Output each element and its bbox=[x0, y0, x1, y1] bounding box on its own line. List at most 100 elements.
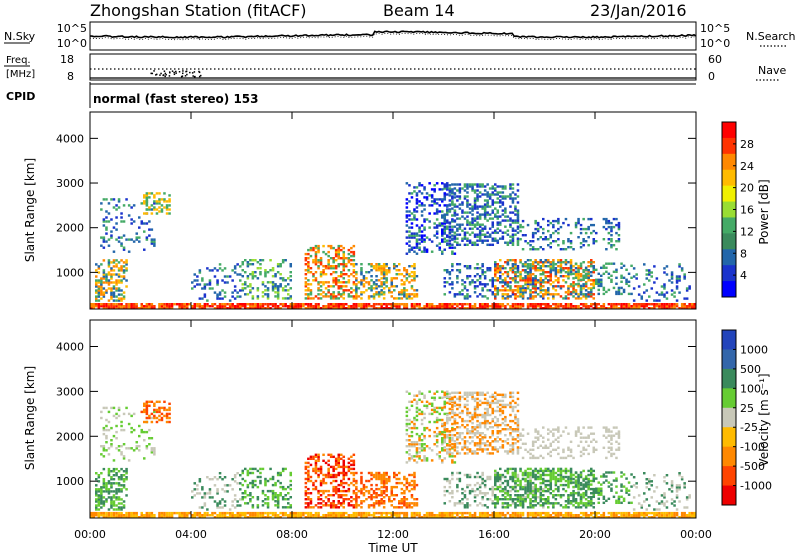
heatmap-cell bbox=[605, 307, 608, 310]
heatmap-cell bbox=[226, 275, 229, 278]
heatmap-cell bbox=[340, 281, 343, 284]
heatmap-cell bbox=[375, 516, 378, 519]
heatmap-cell bbox=[281, 289, 285, 292]
heatmap-cell bbox=[557, 269, 560, 272]
heatmap-cell bbox=[448, 283, 452, 286]
heatmap-cell bbox=[473, 275, 477, 278]
heatmap-cell bbox=[125, 269, 128, 272]
heatmap-cell bbox=[499, 305, 502, 308]
heatmap-cell bbox=[451, 250, 454, 253]
heatmap-cell bbox=[567, 223, 570, 227]
heatmap-cell bbox=[605, 262, 608, 265]
heatmap-cell bbox=[430, 250, 434, 253]
heatmap-cell bbox=[337, 453, 341, 457]
heatmap-cell bbox=[314, 259, 318, 262]
heatmap-cell bbox=[405, 445, 409, 448]
heatmap-cell bbox=[415, 504, 419, 507]
heatmap-cell bbox=[264, 477, 267, 481]
heatmap-cell bbox=[367, 506, 371, 509]
heatmap-cell bbox=[95, 275, 98, 278]
heatmap-cell bbox=[97, 287, 101, 290]
heatmap-cell bbox=[441, 200, 444, 203]
colorbar-swatch bbox=[722, 153, 736, 171]
nave-label: Nave bbox=[758, 64, 786, 77]
heatmap-cell bbox=[494, 187, 497, 190]
heatmap-cell bbox=[592, 266, 596, 270]
heatmap-cell bbox=[334, 461, 338, 465]
heatmap-cell bbox=[168, 406, 171, 410]
heatmap-cell bbox=[516, 215, 520, 218]
heatmap-cell bbox=[572, 295, 575, 298]
heatmap-cell bbox=[610, 227, 613, 231]
heatmap-cell bbox=[506, 219, 510, 222]
heatmap-cell bbox=[370, 279, 373, 282]
heatmap-cell bbox=[115, 498, 118, 501]
heatmap-cell bbox=[317, 287, 320, 290]
heatmap-cell bbox=[542, 293, 545, 296]
heatmap-cell bbox=[511, 237, 515, 240]
heatmap-cell bbox=[319, 297, 323, 300]
heatmap-cell bbox=[294, 511, 298, 515]
heatmap-cell bbox=[276, 502, 280, 505]
heatmap-cell bbox=[521, 279, 525, 282]
heatmap-cell bbox=[395, 514, 399, 517]
heatmap-cell bbox=[211, 305, 214, 308]
freq-point bbox=[171, 70, 174, 72]
heatmap-cell bbox=[95, 492, 98, 495]
heatmap-cell bbox=[314, 455, 318, 459]
heatmap-cell bbox=[610, 238, 613, 241]
heatmap-cell bbox=[254, 467, 257, 471]
heatmap-cell bbox=[584, 266, 588, 270]
heatmap-cell bbox=[120, 484, 123, 487]
heatmap-cell bbox=[100, 293, 103, 296]
heatmap-cell bbox=[249, 494, 252, 497]
heatmap-cell bbox=[127, 516, 131, 519]
heatmap-cell bbox=[425, 426, 429, 430]
heatmap-cell bbox=[483, 516, 487, 519]
heatmap-cell bbox=[261, 305, 265, 308]
heatmap-cell bbox=[403, 500, 406, 503]
heatmap-cell bbox=[350, 307, 353, 310]
heatmap-cell bbox=[309, 307, 313, 310]
heatmap-cell bbox=[413, 303, 416, 306]
heatmap-cell bbox=[115, 516, 118, 519]
heatmap-cell bbox=[375, 267, 378, 270]
heatmap-cell bbox=[357, 305, 361, 308]
heatmap-cell bbox=[122, 234, 126, 237]
heatmap-cell bbox=[382, 489, 386, 493]
freq-point bbox=[151, 72, 154, 75]
heatmap-cell bbox=[385, 485, 388, 489]
heatmap-cell bbox=[203, 303, 207, 306]
heatmap-cell bbox=[153, 416, 156, 420]
heatmap-cell bbox=[471, 279, 474, 282]
heatmap-cell bbox=[115, 299, 118, 302]
heatmap-cell bbox=[218, 502, 222, 505]
heatmap-cell bbox=[158, 198, 161, 201]
heatmap-cell bbox=[360, 267, 363, 270]
heatmap-cell bbox=[511, 191, 515, 194]
freq-point bbox=[198, 71, 201, 74]
heatmap-cell bbox=[448, 228, 452, 231]
heatmap-cell bbox=[90, 511, 93, 515]
heatmap-cell bbox=[496, 279, 500, 282]
heatmap-cell bbox=[388, 479, 391, 483]
heatmap-cell bbox=[625, 280, 628, 284]
heatmap-cell bbox=[529, 267, 532, 270]
heatmap-cell bbox=[574, 307, 578, 310]
heatmap-cell bbox=[165, 303, 169, 306]
heatmap-cell bbox=[552, 231, 555, 235]
heatmap-cell bbox=[132, 449, 136, 452]
heatmap-cell bbox=[441, 511, 444, 515]
heatmap-cell bbox=[102, 269, 106, 272]
heatmap-cell bbox=[494, 263, 497, 266]
heatmap-cell bbox=[587, 225, 590, 229]
heatmap-cell bbox=[117, 307, 121, 310]
heatmap-cell bbox=[274, 275, 277, 278]
heatmap-cell bbox=[95, 500, 98, 503]
heatmap-cell bbox=[382, 287, 386, 290]
heatmap-cell bbox=[435, 236, 439, 239]
heatmap-cell bbox=[332, 281, 335, 284]
heatmap-cell bbox=[312, 259, 315, 262]
heatmap-cell bbox=[451, 191, 454, 194]
heatmap-cell bbox=[597, 284, 601, 288]
